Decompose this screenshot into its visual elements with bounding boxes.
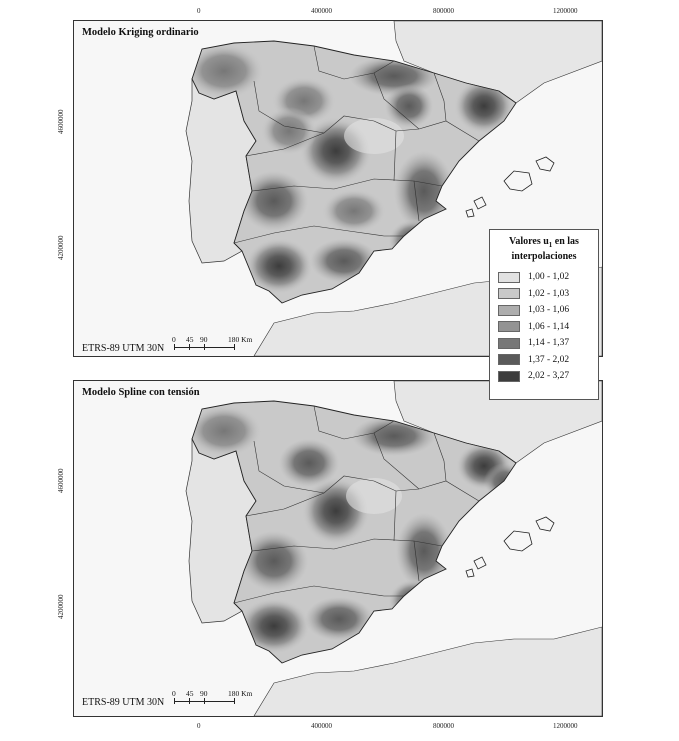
regional-borders [233, 405, 480, 604]
scalebar-tick-0: 0 [172, 335, 176, 344]
legend-swatch [498, 354, 520, 366]
bottom-axis-tick-800000: 800000 [433, 722, 454, 730]
legend-item: 1,02 - 1,03 [498, 286, 590, 303]
legend-swatch [498, 370, 520, 382]
balearic-islands [465, 156, 555, 218]
spain-coastline [191, 400, 517, 664]
legend-item: 1,14 - 1,37 [498, 335, 590, 352]
spain-coastline [191, 40, 517, 304]
scalebar-tick-45: 45 [186, 689, 194, 698]
legend-label: 1,06 - 1,14 [528, 321, 570, 332]
scalebar-tick-45: 45 [186, 335, 194, 344]
scalebar-tick-180: 180 Km [228, 689, 253, 698]
bottom-axis-tick-1200000: 1200000 [553, 722, 578, 730]
legend-label: 1,02 - 1,03 [528, 288, 570, 299]
panel-title-spline: Modelo Spline con tensión [82, 387, 200, 398]
scalebar-tick-90: 90 [200, 689, 208, 698]
top-axis-tick-400000: 400000 [311, 7, 332, 15]
map-spline [185, 381, 602, 716]
top-axis-tick-0: 0 [197, 7, 201, 15]
scalebar-spline: 0 45 90 180 Km [172, 689, 274, 709]
left-axis-tick-4200000-top: 4200000 [57, 235, 65, 261]
left-axis-tick-4600000-top: 4600000 [57, 109, 65, 135]
scalebar-tick-0: 0 [172, 689, 176, 698]
scalebar-kriging: 0 45 90 180 Km [172, 335, 274, 355]
legend-title: Valores u1 en las interpolaciones [509, 236, 579, 262]
legend-item: 1,37 - 2,02 [498, 352, 590, 369]
legend-label: 1,00 - 1,02 [528, 272, 570, 283]
scalebar-tick-180: 180 Km [228, 335, 253, 344]
legend-swatch [498, 321, 520, 333]
regional-borders [233, 45, 480, 244]
legend-swatch [498, 337, 520, 349]
left-axis-tick-4200000-bottom: 4200000 [57, 594, 65, 620]
legend-label: 1,03 - 1,06 [528, 305, 570, 316]
crs-label-spline: ETRS-89 UTM 30N [82, 697, 165, 708]
legend-swatch [498, 288, 520, 300]
legend-item: 2,02 - 3,27 [498, 368, 590, 385]
top-axis-tick-800000: 800000 [433, 7, 454, 15]
africa-landmass [253, 626, 602, 716]
legend-label: 1,14 - 1,37 [528, 338, 570, 349]
top-axis-tick-1200000: 1200000 [553, 7, 578, 15]
map-panel-spline: Modelo Spline con tensión ETRS-89 UTM 30… [73, 380, 603, 717]
map-kriging [185, 21, 602, 356]
legend-item: 1,03 - 1,06 [498, 302, 590, 319]
map-legend: Valores u1 en las interpolaciones 1,00 -… [489, 229, 599, 400]
legend-label: 2,02 - 3,27 [528, 371, 570, 382]
left-axis-tick-4600000-bottom: 4600000 [57, 468, 65, 494]
bottom-axis-tick-400000: 400000 [311, 722, 332, 730]
legend-label: 1,37 - 2,02 [528, 354, 570, 365]
balearic-islands [465, 516, 555, 578]
scalebar-tick-90: 90 [200, 335, 208, 344]
legend-swatch [498, 271, 520, 283]
map-panel-kriging: Modelo Kriging ordinario ETRS-89 UTM 30N… [73, 20, 603, 357]
crs-label-kriging: ETRS-89 UTM 30N [82, 343, 165, 354]
legend-swatch [498, 304, 520, 316]
legend-item: 1,06 - 1,14 [498, 319, 590, 336]
legend-item: 1,00 - 1,02 [498, 269, 590, 286]
panel-title-kriging: Modelo Kriging ordinario [82, 27, 199, 38]
bottom-axis-tick-0: 0 [197, 722, 201, 730]
